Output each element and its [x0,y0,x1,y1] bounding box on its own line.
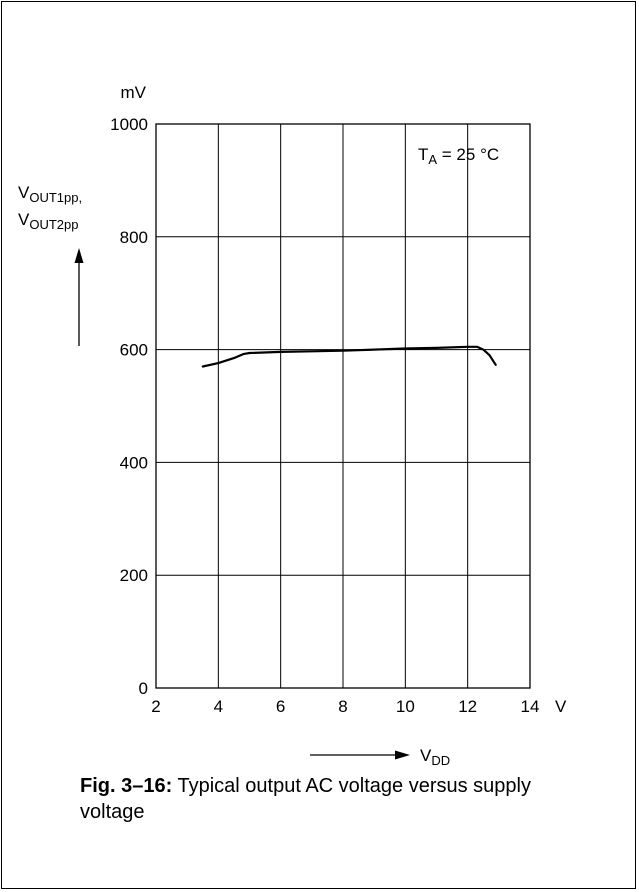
figure-caption: Fig. 3–16: Typical output AC voltage ver… [80,773,600,825]
x-tick-label: 14 [521,697,540,716]
temperature-annotation: TA = 25 °C [418,145,499,167]
y-unit-label: mV [121,83,147,102]
y-tick-label: 400 [120,453,148,472]
x-tick-label: 10 [396,697,415,716]
x-axis-label: VDD [420,746,450,768]
y-axis-label-line2: VOUT2pp [18,210,78,232]
x-axis-arrow [310,750,410,760]
x-tick-label: 4 [214,697,223,716]
y-tick-label: 1000 [110,115,148,134]
tick-labels: 2 4 6 8 10 12 14 0 200 400 600 800 1000 [110,115,539,716]
y-tick-label: 0 [139,679,148,698]
x-tick-label: 6 [276,697,285,716]
x-unit-label: V [555,697,567,716]
y-axis-label-line1: VOUT1pp, [18,183,82,205]
y-tick-label: 600 [120,341,148,360]
y-axis-arrow [74,248,84,346]
y-tick-label: 800 [120,228,148,247]
figure-caption-text: Typical output AC voltage versus supply … [80,775,531,823]
x-tick-label: 8 [338,697,347,716]
series-line [201,345,497,368]
grid [155,123,531,689]
x-tick-label: 12 [458,697,477,716]
x-tick-label: 2 [151,697,160,716]
y-tick-label: 200 [120,566,148,585]
figure-caption-label: Fig. 3–16: [80,775,173,797]
